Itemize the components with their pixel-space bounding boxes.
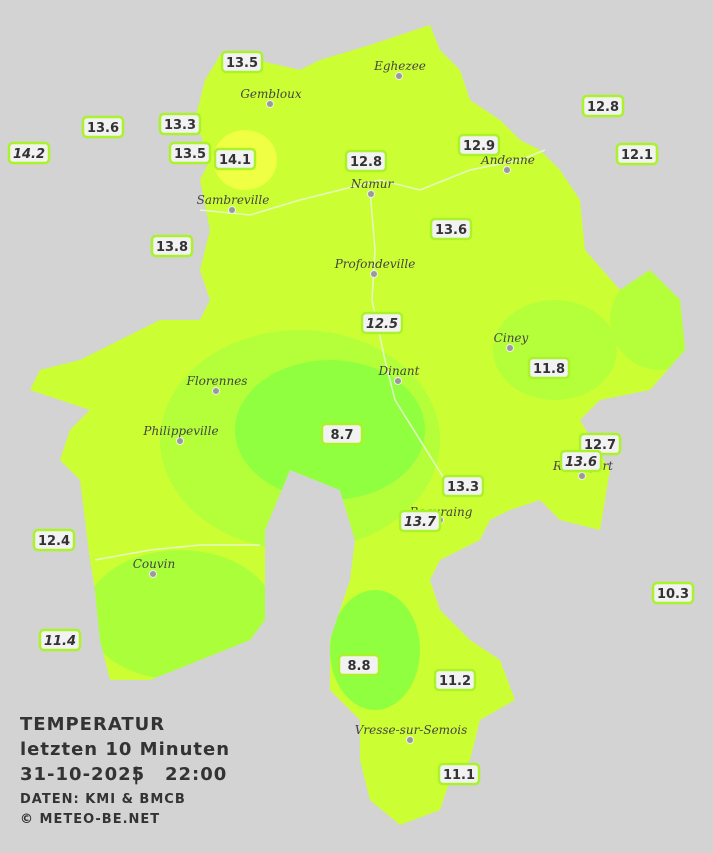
station-value: 13.6 (87, 121, 119, 136)
river (199, 149, 546, 216)
source: DATEN: KMI & BMCB (20, 792, 186, 807)
station-box (581, 94, 625, 118)
city-dot (578, 472, 586, 480)
city-label: Ciney (494, 331, 529, 345)
station-box (220, 50, 264, 74)
separator: | (133, 764, 141, 785)
station-box (437, 762, 481, 786)
station-value: 12.8 (587, 100, 619, 115)
city-label: Couvin (133, 557, 175, 571)
station-value: 13.3 (164, 118, 196, 133)
city-label: Philippeville (142, 424, 218, 438)
station-value: 12.7 (584, 438, 616, 453)
station-box (337, 653, 381, 677)
station-value: 8.7 (330, 428, 353, 443)
title: TEMPERATUR (20, 714, 165, 735)
city-dot (395, 72, 403, 80)
station-value: 13.5 (226, 56, 258, 71)
station-box (559, 449, 603, 473)
station-value: 12.9 (463, 139, 495, 154)
subtitle: letzten 10 Minuten (20, 739, 230, 760)
city-label: Dinant (378, 364, 420, 378)
station-box (527, 356, 571, 380)
city-dot (370, 270, 378, 278)
copyright: © METEO-BE.NET (20, 812, 160, 827)
station-value: 13.3 (447, 480, 479, 495)
station-value: 12.8 (350, 155, 382, 170)
city-label: Florennes (186, 374, 248, 388)
station-box (150, 234, 194, 258)
city-dot (176, 437, 184, 445)
river (94, 544, 260, 561)
station-value: 12.4 (38, 534, 70, 549)
station-box (32, 528, 76, 552)
station-box (615, 142, 659, 166)
city-dot (228, 206, 236, 214)
station-value: 11.1 (443, 768, 475, 783)
station-box (168, 141, 212, 165)
station-value: 10.3 (657, 587, 689, 602)
station-box (651, 581, 695, 605)
city-label: Andenne (480, 153, 535, 167)
station-value: 13.8 (156, 240, 188, 255)
station-box (360, 311, 404, 335)
station-box (398, 509, 442, 533)
station-value: 13.6 (435, 223, 467, 238)
city-dot (503, 166, 511, 174)
city-dot (212, 387, 220, 395)
station-box (429, 217, 473, 241)
station-value: 8.8 (347, 659, 370, 674)
station-value: 13.7 (404, 515, 437, 530)
city-dot (266, 100, 274, 108)
station-box (344, 149, 388, 173)
station-value: 12.5 (366, 317, 398, 332)
station-box (81, 115, 125, 139)
station-value: 14.2 (13, 147, 45, 162)
station-box (433, 668, 477, 692)
station-box (7, 141, 51, 165)
station-box (38, 628, 82, 652)
station-value: 11.4 (44, 634, 76, 649)
station-box (441, 474, 485, 498)
city-dot (367, 190, 375, 198)
station-value: 11.8 (533, 362, 565, 377)
city-label: Vresse-sur-Semois (355, 723, 468, 737)
city-label: Profondeville (334, 257, 416, 271)
city-label: Gembloux (240, 87, 302, 101)
city-label: Eghezee (373, 59, 426, 73)
city-dot (394, 377, 402, 385)
city-label: Sambreville (197, 193, 270, 207)
station-value: 12.1 (621, 148, 653, 163)
station-box (320, 422, 364, 446)
date: 31-10-2025 (20, 764, 145, 785)
city-dot (406, 736, 414, 744)
time: 22:00 (165, 764, 227, 785)
station-value: 13.6 (565, 455, 597, 470)
station-value: 13.5 (174, 147, 206, 162)
station-box (457, 133, 501, 157)
station-box (213, 147, 257, 171)
station-value: 14.1 (219, 153, 251, 168)
river (369, 189, 446, 481)
city-dot (506, 344, 514, 352)
station-box (158, 112, 202, 136)
city-label: Namur (350, 177, 395, 191)
city-dot (149, 570, 157, 578)
station-value: 11.2 (439, 674, 471, 689)
